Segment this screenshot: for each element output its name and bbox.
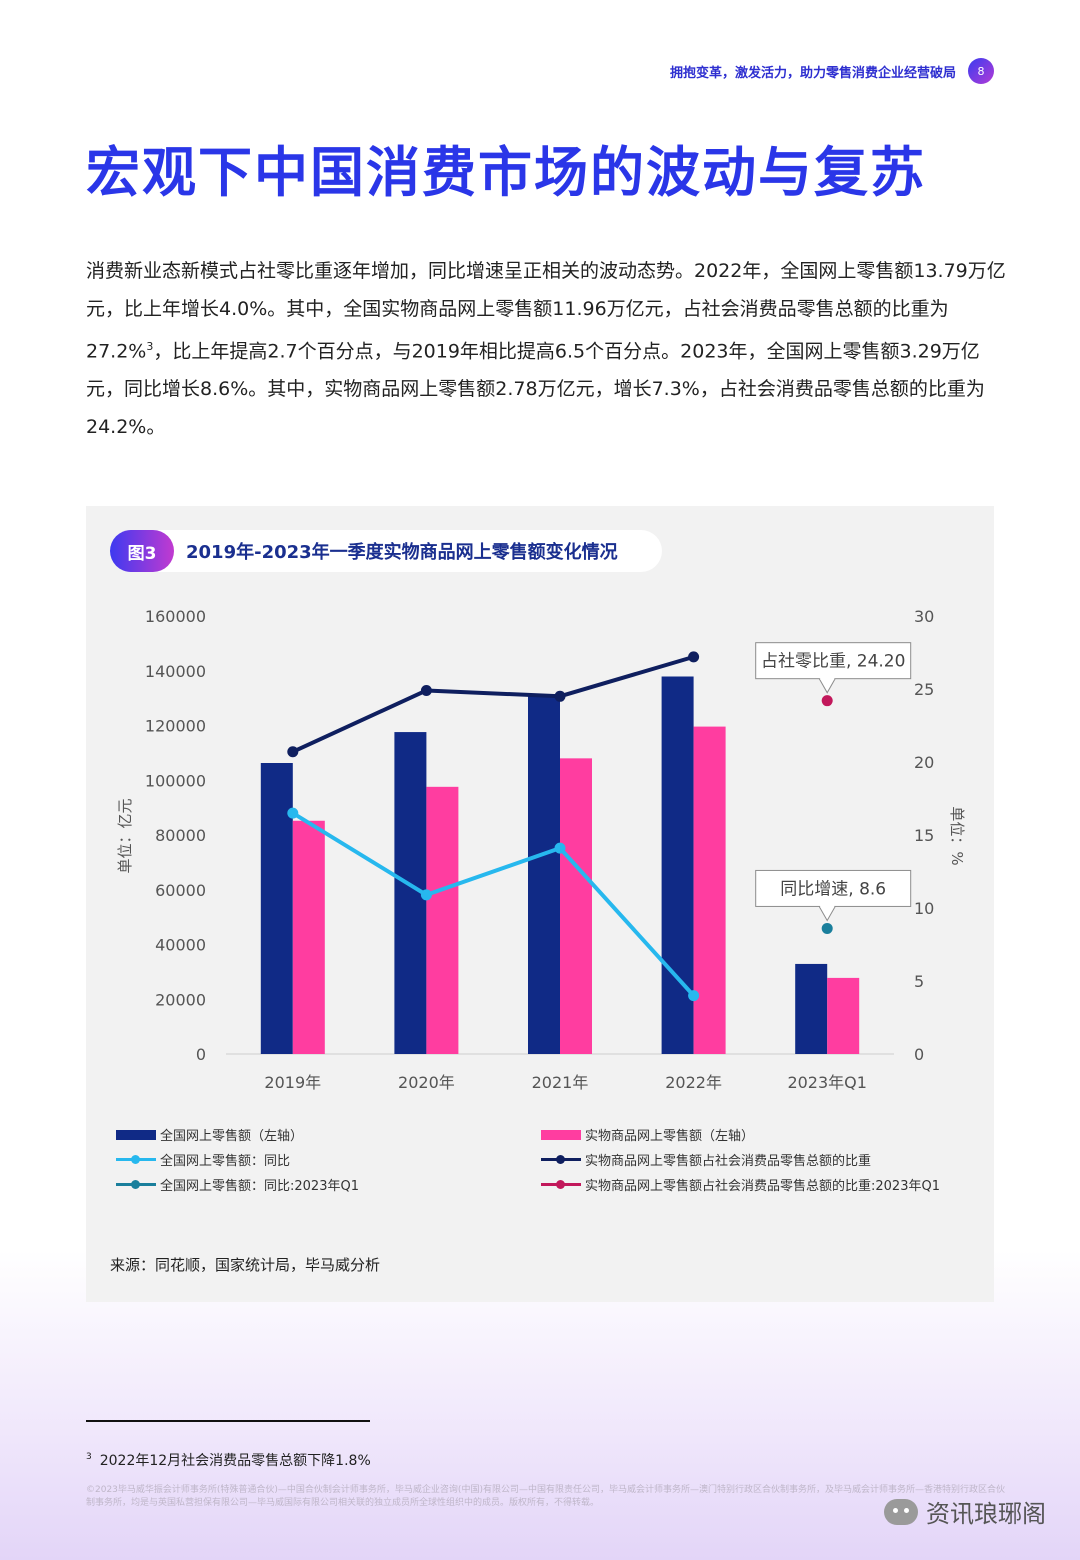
annotation-pointer (818, 678, 836, 694)
footnote-divider (86, 1420, 370, 1422)
watermark-text: 资讯琅琊阁 (926, 1500, 1046, 1528)
annotation-box (755, 642, 912, 680)
x-tick-label: 2021年 (532, 1073, 589, 1092)
legend-swatch (541, 1180, 581, 1189)
chart: 0 20000 40000 60000 80000 100000 120000 140000 1… (116, 607, 966, 1092)
y2-tick-label: 10 (914, 899, 934, 918)
line-point (688, 990, 700, 1002)
annotation-label: 同比增速, 8.6 (780, 879, 886, 899)
legend-swatch (116, 1155, 156, 1164)
y-tick-label: 120000 (145, 717, 206, 736)
figure-tag: 图3 (110, 530, 174, 572)
legend-row: 全国网上零售额：同比:2023年Q1 实物商品网上零售额占社会消费品零售总额的比重… (116, 1172, 976, 1197)
legend-label: 全国网上零售额：同比:2023年Q1 (160, 1179, 359, 1194)
legend-swatch (541, 1155, 581, 1164)
page-title: 宏观下中国消费市场的波动与复苏 (86, 141, 926, 204)
x-tick-label: 2023年Q1 (787, 1073, 867, 1092)
body-text-2: ，比上年提高2.7个百分点，与2019年相比提高6.5个百分点。2023年，全国… (86, 340, 985, 439)
y2-axis-title: 单位：% (948, 806, 966, 865)
y-tick-label: 140000 (145, 662, 206, 681)
bar (260, 763, 293, 1054)
chart-bars (260, 676, 860, 1054)
figure-header: 图3 2019年-2023年一季度实物商品网上零售额变化情况 (110, 530, 662, 572)
legend-row: 全国网上零售额：同比 实物商品网上零售额占社会消费品零售总额的比重 (116, 1147, 976, 1172)
y2-tick-label: 30 (914, 607, 934, 626)
legend-row: 全国网上零售额（左轴） 实物商品网上零售额（左轴） (116, 1122, 976, 1147)
header-text: 拥抱变革，激发活力，助力零售消费企业经营破局 (669, 65, 956, 81)
line-point (420, 684, 432, 696)
figure-source: 来源：同花顺，国家统计局，毕马威分析 (110, 1256, 381, 1274)
y2-tick-label: 25 (914, 680, 934, 699)
chart-axes: 0 20000 40000 60000 80000 100000 120000 140000 1… (116, 607, 966, 1092)
x-tick-label: 2022年 (665, 1073, 722, 1092)
y-tick-label: 0 (196, 1045, 206, 1064)
footnote-ref: 3 (146, 340, 154, 353)
bar (292, 820, 325, 1054)
legend-label: 实物商品网上零售额占社会消费品零售总额的比重 (585, 1154, 872, 1169)
chart-annotations: 占社零比重, 24.20 同比增速, 8.6 (755, 642, 912, 922)
y-tick-label: 20000 (155, 990, 206, 1009)
body-paragraph: 消费新业态新模式占社零比重逐年增加，同比增速呈正相关的波动态势。2022年，全国… (86, 252, 1011, 446)
y2-tick-label: 0 (914, 1045, 924, 1064)
bar (795, 963, 828, 1054)
y-tick-label: 100000 (145, 771, 206, 790)
scatter-point (821, 922, 833, 934)
legend-swatch (116, 1180, 156, 1189)
figure-title: 2019年-2023年一季度实物商品网上零售额变化情况 (186, 542, 618, 563)
series-line (291, 654, 695, 754)
legend-label: 实物商品网上零售额占社会消费品零售总额的比重:2023年Q1 (585, 1179, 940, 1194)
watermark: 资讯琅琊阁 (884, 1494, 1046, 1529)
page-number-badge: 8 (968, 58, 994, 84)
annotation-label: 占社零比重, 24.20 (761, 652, 905, 672)
y-tick-label: 60000 (155, 881, 206, 900)
legend-label: 实物商品网上零售额（左轴） (585, 1129, 755, 1144)
chart-lines (287, 651, 833, 1002)
y-tick-label: 160000 (145, 607, 206, 626)
line-point (420, 889, 432, 901)
line-point (287, 746, 299, 758)
bar (560, 758, 592, 1054)
bar (693, 726, 726, 1054)
footnote-mark: 3 (86, 1452, 92, 1463)
y2-tick-label: 20 (914, 753, 934, 772)
y-tick-label: 80000 (155, 826, 206, 845)
x-tick-label: 2019年 (264, 1073, 321, 1092)
y2-tick-label: 15 (914, 826, 934, 845)
y2-tick-label: 5 (914, 972, 924, 991)
footnote-text: 2022年12月社会消费品零售总额下降1.8% (99, 1453, 371, 1469)
y-axis-title: 单位：亿元 (116, 798, 134, 873)
chart-legend: 全国网上零售额（左轴） 实物商品网上零售额（左轴） 全国网上零售额：同比 实物商品网上… (116, 1122, 976, 1197)
legend-item: 实物商品网上零售额占社会消费品零售总额的比重:2023年Q1 (541, 1175, 966, 1194)
bar (827, 977, 860, 1054)
body-text-1: 消费新业态新模式占社零比重逐年增加，同比增速呈正相关的波动态势。2022年，全国… (86, 260, 1006, 363)
legend-swatch (116, 1129, 156, 1140)
bar (426, 786, 459, 1054)
legend-item: 实物商品网上零售额（左轴） (541, 1125, 966, 1144)
x-tick-label: 2020年 (398, 1073, 455, 1092)
copyright-text: ©2023毕马威华振会计师事务所(特殊普通合伙)—中国合伙制会计师事务所，毕马威… (86, 1485, 1005, 1508)
legend-label: 全国网上零售额（左轴） (160, 1129, 304, 1144)
annotation-pointer (818, 906, 836, 922)
line-point (688, 651, 700, 663)
line-point (554, 690, 566, 702)
figure-panel: 图3 2019年-2023年一季度实物商品网上零售额变化情况 0 20000 400… (86, 506, 994, 1302)
line-point (554, 842, 566, 854)
y-tick-label: 40000 (155, 936, 206, 955)
footnote: 3 2022年12月社会消费品零售总额下降1.8% (86, 1450, 371, 1470)
scatter-point (821, 695, 833, 707)
series-line (291, 811, 696, 997)
legend-swatch (541, 1129, 581, 1140)
bar (528, 695, 560, 1054)
legend-item: 全国网上零售额（左轴） (116, 1125, 541, 1144)
legend-item: 全国网上零售额：同比:2023年Q1 (116, 1175, 541, 1194)
legend-label: 全国网上零售额：同比 (160, 1154, 291, 1169)
legend-item: 全国网上零售额：同比 (116, 1150, 541, 1169)
legend-item: 实物商品网上零售额占社会消费品零售总额的比重 (541, 1150, 966, 1169)
page-header: 拥抱变革，激发活力，助力零售消费企业经营破局 8 (670, 58, 994, 84)
line-point (287, 807, 299, 819)
wechat-icon (884, 1498, 918, 1525)
